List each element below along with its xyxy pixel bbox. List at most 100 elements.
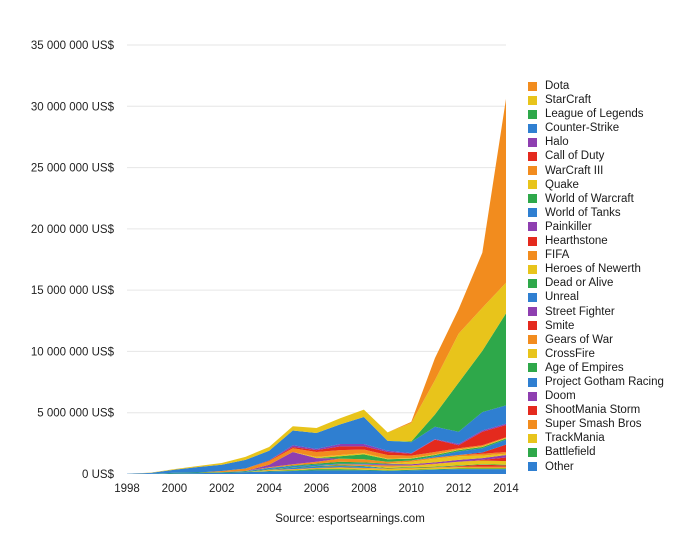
- legend-swatch: [528, 391, 537, 401]
- legend-item: Call of Duty: [528, 149, 664, 163]
- legend-item: Doom: [528, 389, 664, 403]
- legend-item: TrackMania: [528, 431, 664, 445]
- legend-swatch: [528, 292, 537, 302]
- legend-item: Dead or Alive: [528, 276, 664, 290]
- x-axis-ticks: 1998 2000 2002 2004 2006 2008 2010 2012 2014: [114, 483, 519, 495]
- legend-swatch: [528, 307, 537, 317]
- legend-item: Unreal: [528, 290, 664, 304]
- legend-swatch: [528, 250, 537, 260]
- legend-label: Call of Duty: [545, 150, 605, 163]
- area-series-shootmania-storm: [127, 464, 506, 474]
- legend-swatch: [528, 208, 537, 218]
- legend-swatch: [528, 419, 537, 429]
- area-series: [127, 98, 506, 474]
- legend-item: Hearthstone: [528, 234, 664, 248]
- legend-swatch: [528, 166, 537, 176]
- legend-item: Other: [528, 460, 664, 474]
- source-caption: Source: esportsearnings.com: [275, 513, 425, 525]
- area-series-call-of-duty: [127, 424, 506, 474]
- legend-swatch: [528, 109, 537, 119]
- legend-swatch: [528, 123, 537, 133]
- legend-item: Quake: [528, 178, 664, 192]
- legend-label: Project Gotham Racing: [545, 375, 664, 388]
- x-tick-label: 2000: [162, 483, 188, 495]
- y-tick-label: 25 000 000 US$: [31, 163, 115, 175]
- legend-item: Dota: [528, 79, 664, 93]
- y-tick-label: 5 000 000 US$: [37, 408, 114, 420]
- legend-item: Gears of War: [528, 333, 664, 347]
- legend-item: Painkiller: [528, 220, 664, 234]
- legend-swatch: [528, 447, 537, 457]
- legend-label: Gears of War: [545, 333, 613, 346]
- legend-label: Dota: [545, 80, 570, 92]
- legend-swatch: [528, 335, 537, 345]
- x-tick-label: 2004: [256, 483, 282, 495]
- legend-label: Super Smash Bros: [545, 418, 642, 431]
- legend-swatch: [528, 81, 537, 91]
- legend-swatch: [528, 222, 537, 232]
- legend-swatch: [528, 278, 537, 288]
- legend-label: World of Warcraft: [545, 192, 634, 205]
- legend-item: Heroes of Newerth: [528, 262, 664, 276]
- area-series-crossfire: [127, 460, 506, 474]
- legend-label: Heroes of Newerth: [545, 263, 641, 276]
- legend-swatch: [528, 95, 537, 105]
- legend-label: Halo: [545, 136, 569, 149]
- legend-swatch: [528, 236, 537, 246]
- legend-label: TrackMania: [545, 432, 605, 445]
- area-series-world-of-warcraft: [127, 438, 506, 474]
- y-tick-label: 35 000 000 US$: [31, 40, 115, 52]
- legend-swatch: [528, 433, 537, 443]
- legend-label: Counter-Strike: [545, 122, 620, 135]
- area-series-other: [127, 469, 506, 474]
- legend-item: Battlefield: [528, 445, 664, 459]
- y-tick-label: 20 000 000 US$: [31, 224, 115, 236]
- area-series-super-smash-bros: [127, 466, 506, 474]
- legend-swatch: [528, 349, 537, 359]
- legend-label: WarCraft III: [545, 164, 604, 177]
- area-series-warcraft-iii: [127, 437, 506, 474]
- x-tick-label: 2002: [209, 483, 235, 495]
- legend-label: Smite: [545, 319, 575, 332]
- legend-swatch: [528, 264, 537, 274]
- legend-label: Other: [545, 460, 574, 473]
- legend-item: League of Legends: [528, 107, 664, 121]
- legend-label: StarCraft: [545, 94, 592, 107]
- legend-label: FIFA: [545, 249, 570, 262]
- area-series-halo: [127, 423, 506, 474]
- y-tick-label: 15 000 000 US$: [31, 285, 115, 297]
- legend-swatch: [528, 180, 537, 190]
- legend-label: League of Legends: [545, 108, 644, 121]
- legend-swatch: [528, 194, 537, 204]
- legend-item: Super Smash Bros: [528, 417, 664, 431]
- legend-swatch: [528, 137, 537, 147]
- legend-item: StarCraft: [528, 93, 664, 107]
- y-axis-ticks: 0 US$ 5 000 000 US$ 10 000 000 US$ 15 000 0…: [31, 40, 115, 481]
- legend-label: Unreal: [545, 291, 579, 304]
- legend-item: FIFA: [528, 248, 664, 262]
- x-tick-label: 1998: [114, 483, 140, 495]
- legend: Dota StarCraft League of Legends Counter-St…: [528, 79, 664, 474]
- area-series-battlefield: [127, 468, 506, 474]
- legend-item: World of Tanks: [528, 206, 664, 220]
- legend-item: World of Warcraft: [528, 192, 664, 206]
- legend-label: Painkiller: [545, 220, 592, 233]
- legend-label: Quake: [545, 178, 579, 191]
- legend-swatch: [528, 462, 537, 472]
- legend-label: Doom: [545, 390, 576, 403]
- x-tick-label: 2008: [351, 483, 377, 495]
- legend-label: Dead or Alive: [545, 277, 614, 290]
- legend-label: Age of Empires: [545, 361, 624, 374]
- area-series-trackmania: [127, 467, 506, 474]
- legend-swatch: [528, 321, 537, 331]
- legend-label: Street Fighter: [545, 305, 615, 318]
- y-tick-label: 0 US$: [82, 469, 115, 481]
- legend-item: Counter-Strike: [528, 121, 664, 135]
- legend-swatch: [528, 377, 537, 387]
- gridlines: [127, 44, 506, 414]
- legend-item: Project Gotham Racing: [528, 375, 664, 389]
- legend-label: World of Tanks: [545, 206, 621, 219]
- legend-swatch: [528, 405, 537, 415]
- area-series-fifa: [127, 451, 506, 474]
